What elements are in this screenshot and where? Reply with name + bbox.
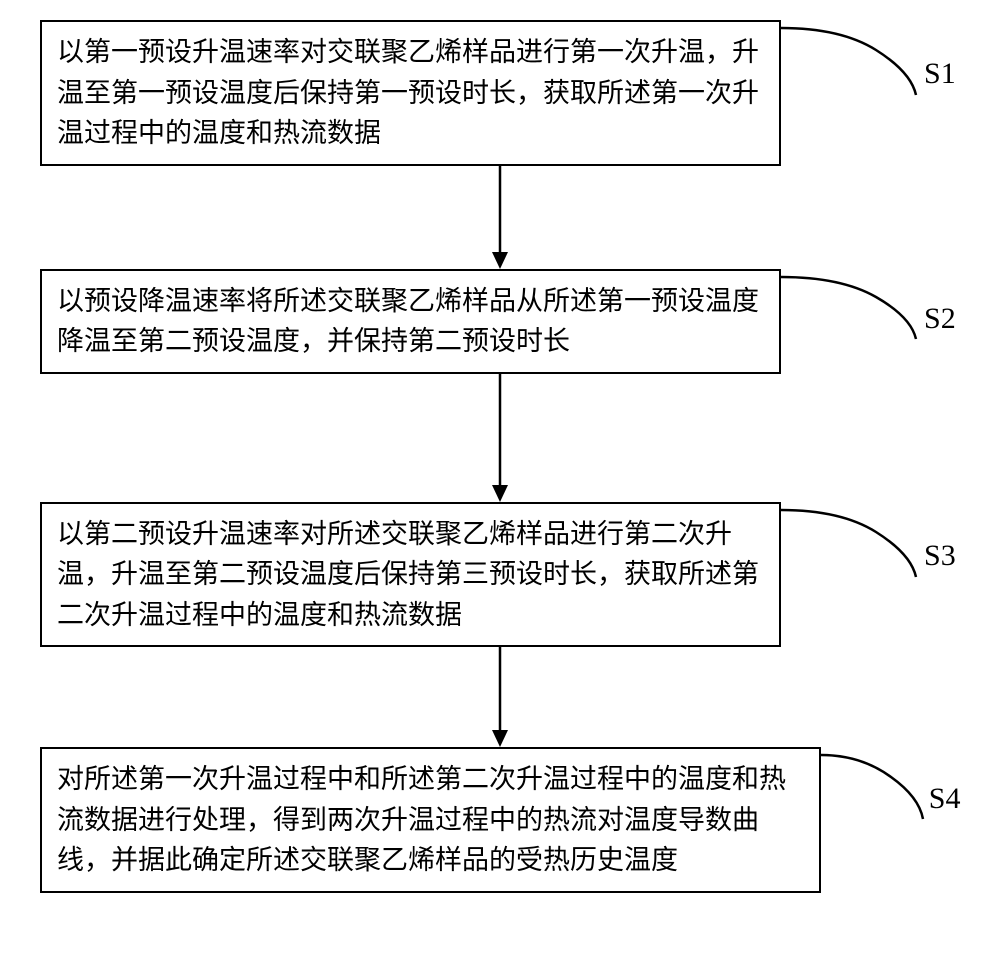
step-text-1: 以第一预设升温速率对交联聚乙烯样品进行第一次升温，升温至第一预设温度后保持第一预… bbox=[57, 37, 759, 148]
step-label-2: S2 bbox=[924, 302, 956, 336]
step-box-4: 对所述第一次升温过程中和所述第二次升温过程中的温度和热流数据进行处理，得到两次升… bbox=[40, 747, 821, 893]
step-row-2: 以预设降温速率将所述交联聚乙烯样品从所述第一预设温度降温至第二预设温度，并保持第… bbox=[40, 269, 960, 374]
arrow-container-1 bbox=[128, 166, 873, 269]
step-text-2: 以预设降温速率将所述交联聚乙烯样品从所述第一预设温度降温至第二预设温度，并保持第… bbox=[57, 286, 759, 357]
step-label-3: S3 bbox=[924, 539, 956, 573]
step-label-4: S4 bbox=[929, 782, 961, 816]
step-box-3: 以第二预设升温速率对所述交联聚乙烯样品进行第二次升温，升温至第二预设温度后保持第… bbox=[40, 502, 781, 648]
arrow-2 bbox=[485, 374, 515, 502]
step-box-2: 以预设降温速率将所述交联聚乙烯样品从所述第一预设温度降温至第二预设温度，并保持第… bbox=[40, 269, 781, 374]
step-box-1: 以第一预设升温速率对交联聚乙烯样品进行第一次升温，升温至第一预设温度后保持第一预… bbox=[40, 20, 781, 166]
step-row-3: 以第二预设升温速率对所述交联聚乙烯样品进行第二次升温，升温至第二预设温度后保持第… bbox=[40, 502, 960, 648]
arrow-1 bbox=[485, 166, 515, 269]
step-text-4: 对所述第一次升温过程中和所述第二次升温过程中的温度和热流数据进行处理，得到两次升… bbox=[57, 764, 786, 875]
arrow-3 bbox=[485, 647, 515, 747]
step-text-3: 以第二预设升温速率对所述交联聚乙烯样品进行第二次升温，升温至第二预设温度后保持第… bbox=[57, 519, 759, 630]
step-row-1: 以第一预设升温速率对交联聚乙烯样品进行第一次升温，升温至第一预设温度后保持第一预… bbox=[40, 20, 960, 166]
step-label-1: S1 bbox=[924, 57, 956, 91]
step-row-4: 对所述第一次升温过程中和所述第二次升温过程中的温度和热流数据进行处理，得到两次升… bbox=[40, 747, 960, 893]
arrow-container-3 bbox=[128, 647, 873, 747]
arrow-container-2 bbox=[128, 374, 873, 502]
flowchart-container: 以第一预设升温速率对交联聚乙烯样品进行第一次升温，升温至第一预设温度后保持第一预… bbox=[40, 20, 960, 893]
